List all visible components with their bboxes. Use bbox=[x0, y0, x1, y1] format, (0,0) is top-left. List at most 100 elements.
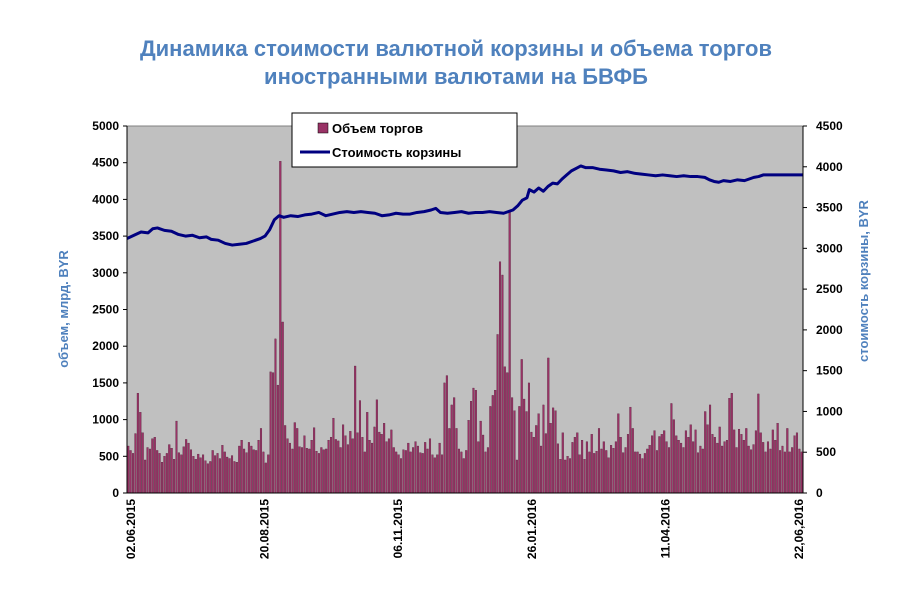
volume-bar bbox=[267, 454, 270, 494]
volume-bar bbox=[677, 439, 680, 494]
volume-bar bbox=[733, 429, 736, 494]
volume-bar bbox=[182, 446, 185, 494]
volume-bar bbox=[226, 456, 229, 494]
volume-bar bbox=[187, 442, 190, 494]
left-tick-label: 1000 bbox=[92, 413, 119, 427]
volume-bar bbox=[170, 448, 173, 494]
volume-bar bbox=[180, 454, 183, 494]
volume-bar bbox=[238, 445, 241, 494]
x-axis-ticks: 02.06.2015 20.08.2015 06.11.2015 26.01.2016… bbox=[124, 499, 806, 559]
left-tick-label: 1500 bbox=[92, 376, 119, 390]
volume-bar bbox=[344, 435, 347, 494]
volume-bar bbox=[643, 453, 646, 494]
volume-bar bbox=[725, 439, 728, 494]
volume-bar bbox=[455, 428, 458, 494]
volume-bar bbox=[329, 437, 333, 494]
volume-bar bbox=[305, 448, 308, 494]
volume-bar bbox=[189, 449, 193, 494]
volume-bar bbox=[472, 387, 475, 494]
volume-bar bbox=[511, 397, 514, 494]
volume-bar bbox=[127, 445, 130, 494]
volume-bar bbox=[322, 449, 325, 494]
volume-bar bbox=[518, 406, 521, 494]
volume-bar bbox=[713, 437, 716, 494]
volume-bar bbox=[711, 434, 714, 494]
volume-bar bbox=[728, 398, 731, 494]
volume-bar bbox=[387, 438, 390, 494]
left-tick-label: 500 bbox=[99, 449, 119, 463]
volume-bar bbox=[214, 455, 217, 494]
volume-bar bbox=[433, 457, 436, 494]
volume-bar bbox=[373, 426, 376, 494]
volume-bar bbox=[409, 451, 412, 494]
volume-bar bbox=[296, 428, 299, 494]
volume-bar bbox=[595, 451, 598, 494]
volume-bar bbox=[682, 447, 685, 494]
left-tick-label: 0 bbox=[112, 486, 119, 500]
volume-bar bbox=[597, 428, 601, 494]
volume-bar bbox=[571, 442, 574, 494]
legend-bar-swatch bbox=[317, 122, 329, 134]
volume-bar bbox=[281, 321, 284, 494]
volume-bar bbox=[706, 424, 709, 494]
volume-bar bbox=[549, 423, 552, 494]
volume-bar bbox=[752, 444, 755, 494]
volume-bar bbox=[339, 447, 342, 494]
volume-bar bbox=[407, 442, 410, 494]
volume-bar bbox=[699, 445, 702, 494]
legend-box bbox=[291, 112, 518, 168]
volume-bar bbox=[337, 440, 340, 494]
volume-bar bbox=[467, 420, 470, 494]
volume-bar bbox=[556, 443, 559, 494]
volume-bar bbox=[368, 439, 371, 494]
volume-bar bbox=[607, 457, 610, 494]
right-tick-label: 2000 bbox=[816, 323, 843, 337]
volume-bar bbox=[177, 452, 180, 494]
volume-bar bbox=[576, 432, 579, 494]
volume-bar bbox=[144, 459, 147, 494]
volume-bar bbox=[675, 435, 678, 494]
right-tick-label: 500 bbox=[816, 445, 836, 459]
volume-bar bbox=[660, 434, 663, 494]
volume-bar bbox=[320, 447, 323, 494]
legend-line-label: Стоимость корзины bbox=[332, 145, 461, 160]
volume-bar bbox=[327, 439, 330, 494]
x-tick-label: 11.04.2016 bbox=[658, 499, 672, 559]
volume-bar bbox=[375, 399, 378, 494]
volume-bar bbox=[513, 410, 516, 494]
volume-bar bbox=[735, 447, 738, 494]
volume-bar bbox=[414, 441, 417, 494]
volume-bar bbox=[141, 432, 144, 494]
volume-bar bbox=[308, 448, 311, 494]
volume-bar bbox=[684, 430, 687, 494]
right-tick-label: 0 bbox=[816, 486, 823, 500]
x-tick-label: 22,06,2016 bbox=[792, 499, 806, 559]
volume-bar bbox=[334, 439, 337, 494]
volume-bar bbox=[443, 382, 446, 494]
volume-bar bbox=[496, 334, 499, 494]
volume-bar bbox=[303, 435, 306, 494]
volume-bar bbox=[153, 437, 156, 494]
volume-bar bbox=[262, 451, 265, 494]
volume-bar bbox=[419, 452, 422, 494]
x-tick-label: 26.01.2016 bbox=[525, 499, 539, 559]
volume-bar bbox=[151, 438, 154, 494]
volume-bar bbox=[585, 441, 588, 494]
volume-bar bbox=[651, 435, 654, 494]
right-tick-label: 3500 bbox=[816, 201, 843, 215]
volume-bar bbox=[175, 420, 178, 494]
volume-bar bbox=[479, 420, 482, 494]
volume-bar bbox=[791, 447, 794, 494]
volume-bar bbox=[566, 456, 569, 494]
volume-bar bbox=[776, 423, 779, 494]
right-axis-ticks: 0 500 1000 1500 2000 2500 3000 3500 4000 4500 bbox=[803, 119, 843, 500]
right-tick-label: 4000 bbox=[816, 160, 843, 174]
volume-bar bbox=[247, 442, 250, 494]
left-tick-label: 2000 bbox=[92, 339, 119, 353]
plot-area bbox=[126, 125, 804, 494]
left-axis-label: объем, млрд. BYR bbox=[56, 250, 71, 368]
volume-bar bbox=[692, 441, 695, 494]
left-axis-ticks: 0 500 1000 1500 2000 2500 3000 3500 4000 4500 5000 bbox=[92, 119, 127, 500]
basket-cost-line bbox=[126, 164, 803, 247]
